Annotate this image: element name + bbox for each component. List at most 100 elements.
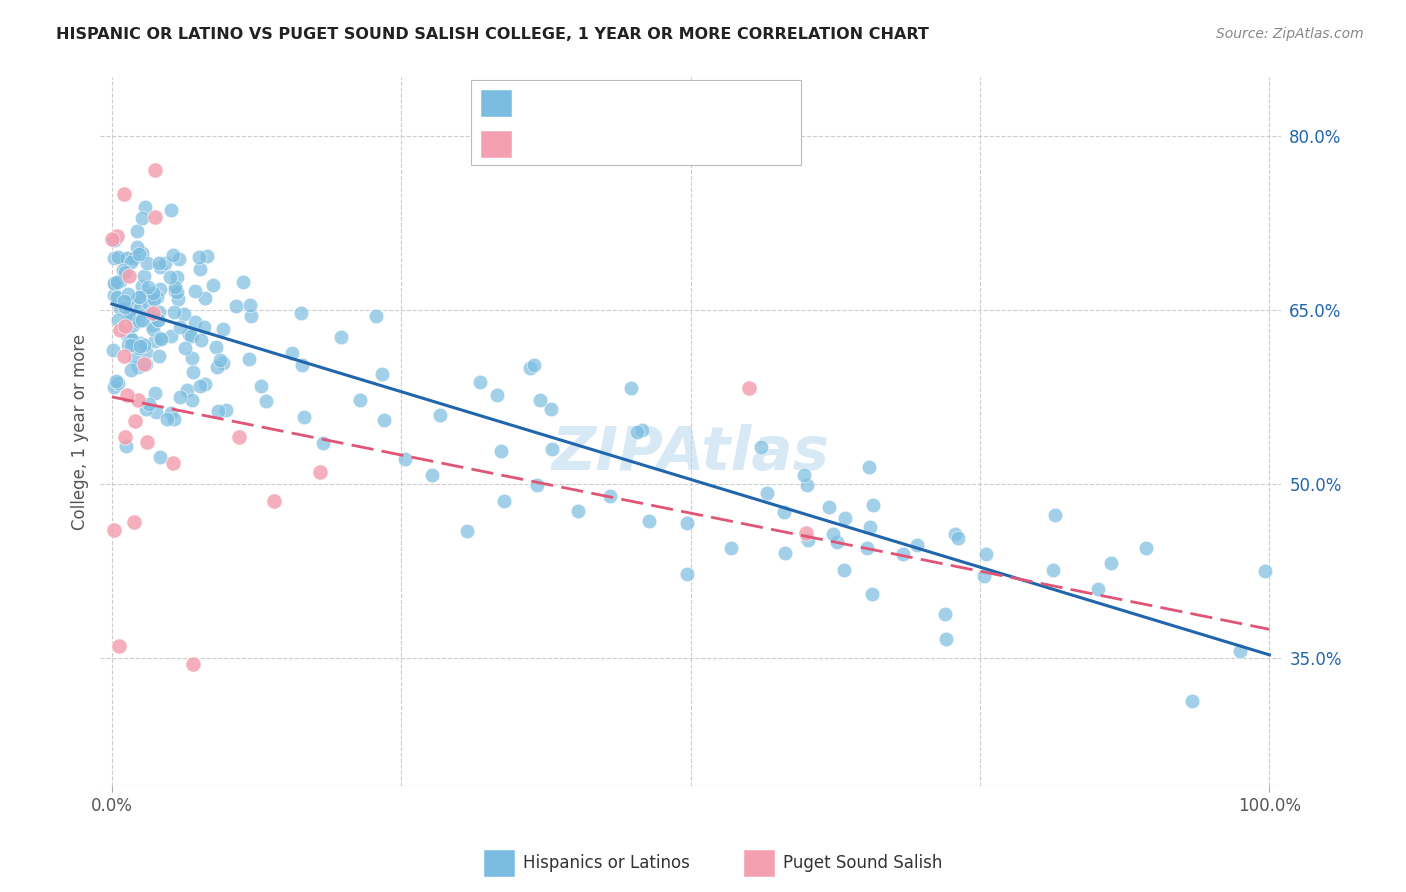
Point bbox=[120, 255, 142, 269]
Point bbox=[281, 346, 304, 360]
Point bbox=[1253, 565, 1275, 579]
Point bbox=[122, 516, 145, 530]
Point bbox=[201, 278, 224, 293]
Point bbox=[176, 384, 198, 398]
Point bbox=[756, 485, 779, 500]
Point bbox=[174, 341, 197, 355]
Point bbox=[127, 359, 149, 374]
Point bbox=[190, 333, 212, 347]
Point bbox=[103, 251, 125, 265]
Point bbox=[103, 288, 125, 302]
Point bbox=[775, 546, 797, 560]
Point bbox=[250, 378, 273, 392]
Point bbox=[364, 310, 387, 324]
Point bbox=[159, 329, 181, 343]
Point bbox=[834, 511, 856, 525]
Point bbox=[162, 248, 184, 262]
Point bbox=[309, 465, 332, 479]
Point bbox=[149, 332, 172, 346]
Point bbox=[529, 393, 551, 408]
Point bbox=[1135, 541, 1157, 555]
Text: Hispanics or Latinos: Hispanics or Latinos bbox=[523, 854, 690, 871]
Point bbox=[858, 460, 880, 475]
Point bbox=[821, 526, 844, 541]
Point bbox=[127, 240, 149, 254]
Point bbox=[205, 340, 228, 354]
Point bbox=[228, 430, 250, 444]
Point bbox=[117, 294, 139, 309]
Point bbox=[519, 361, 541, 376]
Point bbox=[122, 351, 145, 366]
Point bbox=[101, 232, 124, 246]
Point bbox=[155, 256, 177, 270]
Point bbox=[156, 412, 179, 426]
Point bbox=[194, 377, 217, 392]
Point bbox=[142, 306, 165, 320]
Point bbox=[131, 211, 153, 225]
Point bbox=[162, 456, 184, 470]
Point bbox=[114, 319, 136, 334]
Point bbox=[107, 640, 129, 654]
Point bbox=[188, 379, 211, 393]
Point bbox=[195, 249, 218, 263]
Text: -0.318: -0.318 bbox=[551, 136, 610, 153]
Point bbox=[211, 356, 233, 370]
Point bbox=[225, 299, 247, 313]
Point bbox=[107, 313, 129, 327]
Point bbox=[138, 307, 160, 321]
Point bbox=[122, 310, 145, 324]
Point bbox=[103, 343, 125, 357]
Point bbox=[145, 405, 167, 419]
Point bbox=[190, 261, 212, 276]
Point bbox=[124, 294, 146, 309]
Point bbox=[180, 329, 202, 343]
Point bbox=[105, 374, 128, 388]
Point bbox=[215, 402, 238, 417]
Point bbox=[149, 330, 172, 344]
Point bbox=[523, 358, 546, 372]
Point bbox=[117, 337, 139, 351]
Point bbox=[468, 375, 491, 389]
Point bbox=[945, 526, 967, 541]
Point bbox=[110, 301, 132, 315]
Point bbox=[114, 264, 136, 278]
Point bbox=[893, 547, 915, 561]
Point bbox=[135, 288, 157, 302]
Point bbox=[138, 297, 160, 311]
Point bbox=[793, 468, 815, 483]
Point bbox=[135, 401, 157, 416]
Point bbox=[115, 440, 138, 454]
Point bbox=[118, 329, 141, 343]
Point bbox=[796, 477, 818, 491]
Point bbox=[638, 514, 661, 528]
Text: N =: N = bbox=[640, 136, 676, 153]
Point bbox=[104, 277, 127, 291]
Point bbox=[105, 275, 128, 289]
Point bbox=[117, 252, 139, 266]
Point bbox=[163, 305, 186, 319]
Point bbox=[720, 541, 742, 555]
Point bbox=[184, 284, 207, 298]
Point bbox=[107, 251, 129, 265]
Point bbox=[142, 292, 165, 306]
Point bbox=[749, 440, 772, 454]
Point bbox=[567, 503, 589, 517]
Point bbox=[232, 275, 254, 289]
Point bbox=[108, 323, 131, 337]
Point bbox=[118, 307, 141, 321]
Point bbox=[166, 269, 188, 284]
Point bbox=[1043, 508, 1066, 523]
Point bbox=[128, 339, 150, 353]
Point bbox=[136, 256, 159, 270]
Point bbox=[193, 319, 215, 334]
Point bbox=[181, 657, 204, 672]
Point bbox=[180, 351, 202, 366]
Point bbox=[122, 318, 145, 332]
Text: Source: ZipAtlas.com: Source: ZipAtlas.com bbox=[1216, 27, 1364, 41]
Point bbox=[934, 607, 956, 622]
Text: R =: R = bbox=[517, 95, 554, 112]
Point bbox=[134, 357, 156, 371]
Point bbox=[631, 423, 654, 437]
Point bbox=[148, 349, 170, 363]
Point bbox=[974, 547, 997, 561]
